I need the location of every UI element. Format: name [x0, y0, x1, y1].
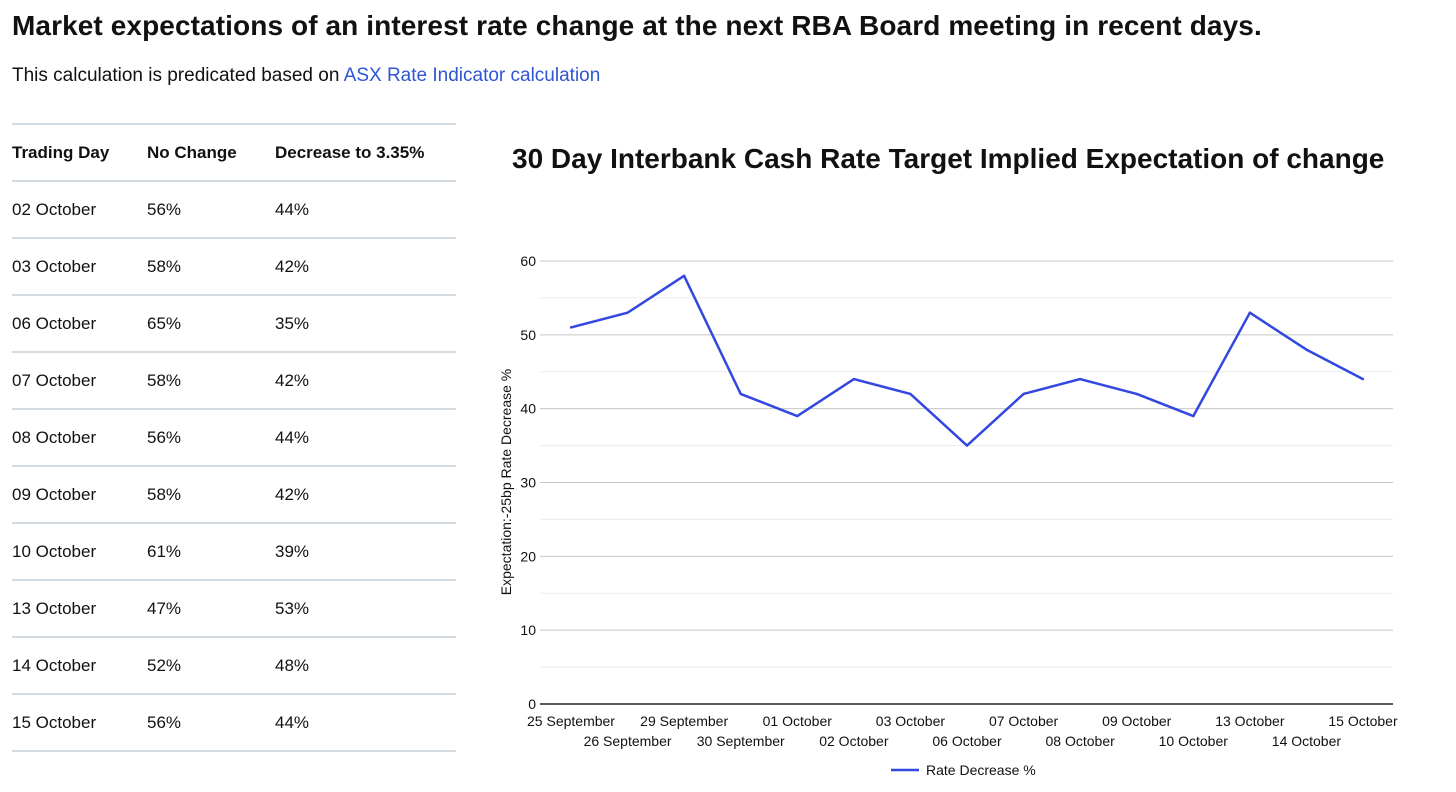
legend: Rate Decrease %	[891, 762, 1036, 778]
cell-decrease: 44%	[275, 694, 456, 752]
cell-trading-day: 09 October	[12, 466, 147, 524]
chart-title: 30 Day Interbank Cash Rate Target Implie…	[512, 143, 1385, 174]
y-tick-label: 0	[528, 696, 536, 712]
asx-rate-indicator-link[interactable]: ASX Rate Indicator calculation	[343, 65, 601, 86]
header-trading-day: Trading Day	[12, 123, 147, 182]
table-row: 10 October 61% 39%	[12, 523, 456, 581]
cell-trading-day: 02 October	[12, 181, 147, 239]
cell-trading-day: 07 October	[12, 352, 147, 410]
x-tick-label: 01 October	[763, 713, 833, 729]
cell-decrease: 39%	[275, 523, 456, 581]
cell-decrease: 48%	[275, 637, 456, 695]
x-tick-label: 29 September	[640, 713, 728, 729]
y-tick-label: 20	[520, 548, 536, 564]
table-row: 13 October 47% 53%	[12, 580, 456, 638]
cell-no-change: 56%	[147, 694, 275, 752]
cell-trading-day: 06 October	[12, 295, 147, 353]
x-tick-label: 09 October	[1102, 713, 1172, 729]
cell-decrease: 44%	[275, 181, 456, 239]
cell-decrease: 42%	[275, 238, 456, 296]
x-tick-label: 13 October	[1215, 713, 1285, 729]
data-point	[965, 444, 969, 447]
series-line	[570, 274, 1364, 447]
cell-decrease: 53%	[275, 580, 456, 638]
x-tick-label: 15 October	[1328, 713, 1398, 729]
y-tick-label: 50	[520, 327, 536, 343]
gridlines	[540, 260, 1393, 705]
data-point	[1192, 414, 1195, 418]
x-tick-label: 25 September	[527, 713, 615, 729]
cell-no-change: 61%	[147, 523, 275, 581]
cell-no-change: 56%	[147, 181, 275, 239]
y-tick-label: 10	[520, 622, 536, 638]
cell-trading-day: 15 October	[12, 694, 147, 752]
cell-no-change: 56%	[147, 409, 275, 467]
cell-trading-day: 03 October	[12, 238, 147, 296]
data-point	[1078, 377, 1082, 381]
cell-no-change: 52%	[147, 637, 275, 695]
data-point	[909, 392, 912, 396]
cell-no-change: 58%	[147, 352, 275, 410]
table-row: 15 October 56% 44%	[12, 694, 456, 752]
cell-decrease: 42%	[275, 466, 456, 524]
y-tick-label: 30	[520, 475, 536, 491]
data-point	[796, 414, 799, 418]
cell-decrease: 44%	[275, 409, 456, 467]
cell-no-change: 58%	[147, 466, 275, 524]
data-point	[1305, 348, 1308, 351]
cell-trading-day: 10 October	[12, 523, 147, 581]
data-point	[739, 392, 742, 396]
cell-decrease: 35%	[275, 295, 456, 353]
y-axis-label: Expectation:-25bp Rate Decrease %	[498, 369, 514, 595]
table-header-row: Trading Day No Change Decrease to 3.35%	[12, 123, 456, 182]
header-decrease: Decrease to 3.35%	[275, 123, 456, 182]
expectations-table: Trading Day No Change Decrease to 3.35% …	[12, 123, 456, 752]
x-tick-label: 08 October	[1046, 733, 1116, 749]
legend-label: Rate Decrease %	[926, 762, 1036, 778]
intro-label: This calculation is predicated based on	[12, 65, 344, 86]
x-tick-label: 02 October	[819, 733, 889, 749]
data-point	[852, 377, 856, 381]
x-tick-label: 30 September	[697, 733, 785, 749]
table-row: 06 October 65% 35%	[12, 295, 456, 353]
data-point	[1135, 392, 1138, 396]
cell-trading-day: 08 October	[12, 409, 147, 467]
data-point	[569, 326, 573, 329]
table-row: 09 October 58% 42%	[12, 466, 456, 524]
table-row: 08 October 56% 44%	[12, 409, 456, 467]
x-tick-label: 03 October	[876, 713, 946, 729]
x-tick-label: 26 September	[584, 733, 672, 749]
y-axis-ticks: 0 10 20 30 40 50 60	[520, 253, 536, 712]
data-point	[682, 274, 686, 277]
x-tick-label: 06 October	[932, 733, 1002, 749]
cell-decrease: 42%	[275, 352, 456, 410]
cell-trading-day: 13 October	[12, 580, 147, 638]
series-lines	[569, 274, 1365, 447]
table-row: 02 October 56% 44%	[12, 181, 456, 239]
data-point	[1248, 311, 1252, 314]
cell-trading-day: 14 October	[12, 637, 147, 695]
data-point	[626, 311, 629, 314]
y-tick-label: 60	[520, 253, 536, 269]
cell-no-change: 47%	[147, 580, 275, 638]
cell-no-change: 65%	[147, 295, 275, 353]
y-tick-label: 40	[520, 401, 536, 417]
header-no-change: No Change	[147, 123, 275, 182]
x-tick-label: 07 October	[989, 713, 1059, 729]
data-point	[1022, 392, 1025, 396]
table-row: 03 October 58% 42%	[12, 238, 456, 296]
page-title: Market expectations of an interest rate …	[12, 10, 1262, 41]
x-axis-ticks: 25 September 26 September 29 September 30 S…	[527, 713, 1398, 749]
table-row: 07 October 58% 42%	[12, 352, 456, 410]
cell-no-change: 58%	[147, 238, 275, 296]
intro-text: This calculation is predicated based on …	[12, 65, 600, 87]
x-tick-label: 10 October	[1159, 733, 1229, 749]
table-row: 14 October 52% 48%	[12, 637, 456, 695]
line-chart: 0 10 20 30 40 50 60 25 September 26 September 29…	[498, 253, 1398, 778]
x-tick-label: 14 October	[1272, 733, 1342, 749]
data-point	[1361, 377, 1365, 381]
